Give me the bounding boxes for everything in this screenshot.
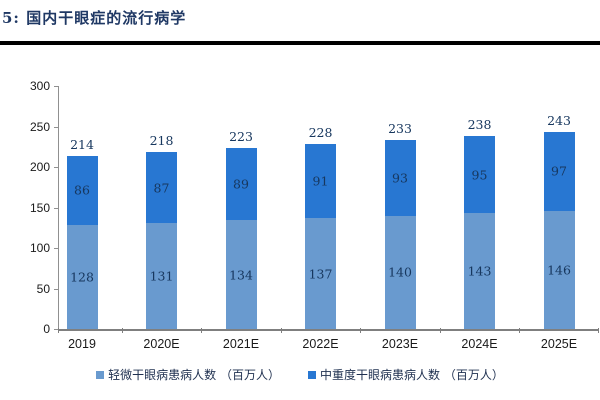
bar-value-moderate: 91 <box>312 173 329 189</box>
bar-value-mild: 134 <box>229 267 253 283</box>
x-axis-category-label: 2020E <box>143 337 180 351</box>
bar-segment-moderate <box>384 140 416 216</box>
x-axis-category-label: 2022E <box>302 337 339 351</box>
bar-total-label: 238 <box>467 117 492 133</box>
x-axis-tick <box>598 328 599 333</box>
bar-value-moderate: 89 <box>233 176 249 192</box>
bar-total-label: 218 <box>149 133 174 149</box>
bar-value-moderate: 97 <box>551 163 567 179</box>
legend-entry-mild: 轻微干眼病患病人数 （百万人） <box>96 366 280 383</box>
bar-segment-mild <box>66 225 98 329</box>
bar-value-moderate: 93 <box>392 170 408 186</box>
bar-segment-mild <box>305 218 336 329</box>
x-axis-tick <box>519 328 521 333</box>
title-underline <box>0 41 600 45</box>
y-axis-tick <box>54 248 58 249</box>
y-axis-tick-label: 0 <box>43 322 50 336</box>
bar-value-moderate: 86 <box>74 182 90 198</box>
y-axis-tick <box>54 288 58 290</box>
bar-segment-moderate <box>66 155 98 226</box>
x-axis-tick <box>360 328 362 333</box>
bar-total-label: 228 <box>308 125 333 141</box>
y-axis-tick <box>54 126 58 128</box>
x-axis-tick <box>280 328 282 333</box>
x-axis-category-label: 2019 <box>68 337 96 351</box>
stacked-bar-chart: 0 50 100 150 200 250 300 128 86 214 2019 131 87 218 20… <box>0 46 600 366</box>
legend-marker-moderate-icon <box>308 370 316 379</box>
x-axis-line <box>58 329 598 331</box>
bar-segment-mild <box>225 220 257 329</box>
bar-segment-moderate <box>146 152 177 223</box>
chart-legend: 轻微干眼病患病人数 （百万人） 中重度干眼病患病人数 （百万人） <box>0 366 600 383</box>
x-axis-category-label: 2025E <box>540 337 578 351</box>
legend-label-moderate: 中重度干眼病患病人数 （百万人） <box>320 368 504 382</box>
y-axis-tick <box>54 329 58 330</box>
bar-value-mild: 137 <box>308 266 333 281</box>
bar-total-label: 223 <box>229 129 253 145</box>
bar-value-mild: 146 <box>547 262 571 278</box>
bar-segment-moderate <box>305 144 336 219</box>
bar-value-moderate: 95 <box>471 167 488 183</box>
legend-entry-moderate: 中重度干眼病患病人数 （百万人） <box>308 366 504 383</box>
bar-value-moderate: 87 <box>153 180 170 196</box>
x-axis-tick <box>58 328 59 333</box>
y-axis-tick-label: 250 <box>29 119 50 134</box>
bar-segment-mild <box>384 215 416 329</box>
legend-label-mild: 轻微干眼病患病人数 （百万人） <box>108 368 280 382</box>
y-axis-tick <box>54 86 58 87</box>
y-axis-line <box>58 86 59 329</box>
y-axis-tick <box>54 167 58 168</box>
legend-marker-mild-icon <box>96 370 105 379</box>
bar-segment-moderate <box>543 132 575 211</box>
bar-segment-mild <box>464 213 495 329</box>
y-axis-tick-label: 150 <box>29 200 50 215</box>
y-axis-tick-label: 50 <box>36 281 50 296</box>
x-axis-tick <box>439 328 441 333</box>
y-axis-tick-label: 200 <box>29 160 50 174</box>
bar-value-mild: 128 <box>70 269 94 285</box>
y-axis-tick-label: 100 <box>29 241 50 255</box>
x-axis-tick <box>121 328 123 333</box>
y-axis-tick <box>54 207 58 209</box>
bar-value-mild: 140 <box>388 264 412 280</box>
bar-segment-mild <box>146 222 177 329</box>
bar-segment-moderate <box>225 148 257 221</box>
bar-segment-moderate <box>464 136 495 214</box>
y-axis-tick-label: 300 <box>29 79 50 93</box>
x-axis-tick <box>201 328 203 333</box>
bar-value-mild: 131 <box>149 268 174 284</box>
x-axis-category-label: 2023E <box>381 337 419 351</box>
chart-title: 5: 国内干眼症的流行病学 <box>2 9 187 27</box>
bar-total-label: 214 <box>70 136 94 152</box>
x-axis-category-label: 2021E <box>222 337 260 351</box>
bar-total-label: 243 <box>547 113 571 129</box>
bar-total-label: 233 <box>388 121 412 137</box>
x-axis-category-label: 2024E <box>461 337 498 351</box>
bar-value-mild: 143 <box>467 263 492 279</box>
bar-segment-mild <box>543 210 575 329</box>
